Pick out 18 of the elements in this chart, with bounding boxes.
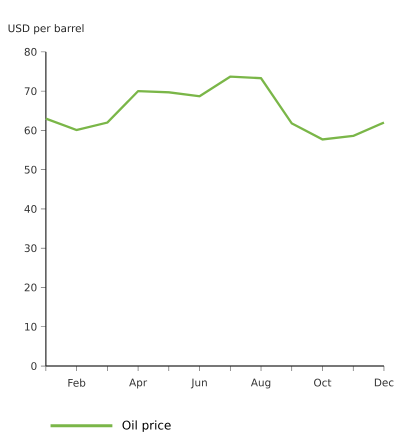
- x-tick-label: Oct: [314, 378, 332, 387]
- x-tick-label: Dec: [374, 378, 394, 386]
- y-tick-label: 70: [24, 87, 37, 96]
- y-axis-title: USD per barrel: [8, 24, 84, 34]
- y-tick-label: 50: [24, 166, 37, 174]
- y-tick-label: 10: [25, 322, 37, 331]
- x-tick-label: Aug: [250, 378, 270, 388]
- y-tick-label: 60: [24, 126, 37, 134]
- x-tick-label: Feb: [68, 378, 86, 387]
- x-tick-label: Jun: [190, 378, 207, 388]
- x-tick-label: Apr: [129, 378, 148, 388]
- y-tick-label: 20: [24, 284, 37, 292]
- line-series: [44, 75, 386, 141]
- y-tick-label: 30: [24, 244, 37, 252]
- y-tick-label: 80: [24, 48, 37, 56]
- y-tick-label: 0: [31, 362, 37, 370]
- y-tick-label: 40: [24, 204, 37, 213]
- text: Oil price: [122, 420, 171, 432]
